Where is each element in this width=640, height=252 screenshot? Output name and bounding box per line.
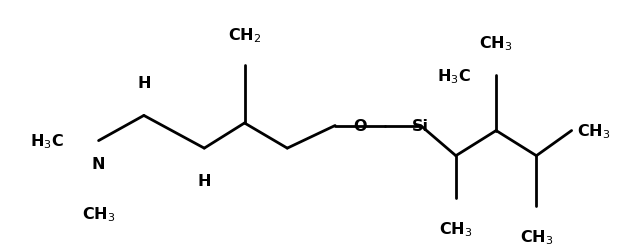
Text: Si: Si (412, 118, 429, 134)
Text: H: H (137, 76, 150, 91)
Text: CH$_3$: CH$_3$ (479, 34, 513, 53)
Text: H: H (198, 174, 211, 188)
Text: CH$_3$: CH$_3$ (577, 122, 610, 140)
Text: O: O (353, 118, 367, 134)
Text: H$_3$C: H$_3$C (437, 67, 471, 85)
Text: CH$_2$: CH$_2$ (228, 26, 261, 45)
Text: CH$_3$: CH$_3$ (82, 204, 115, 223)
Text: CH$_3$: CH$_3$ (439, 219, 472, 238)
Text: CH$_3$: CH$_3$ (520, 227, 553, 246)
Text: N: N (92, 156, 106, 171)
Text: H$_3$C: H$_3$C (29, 132, 63, 150)
